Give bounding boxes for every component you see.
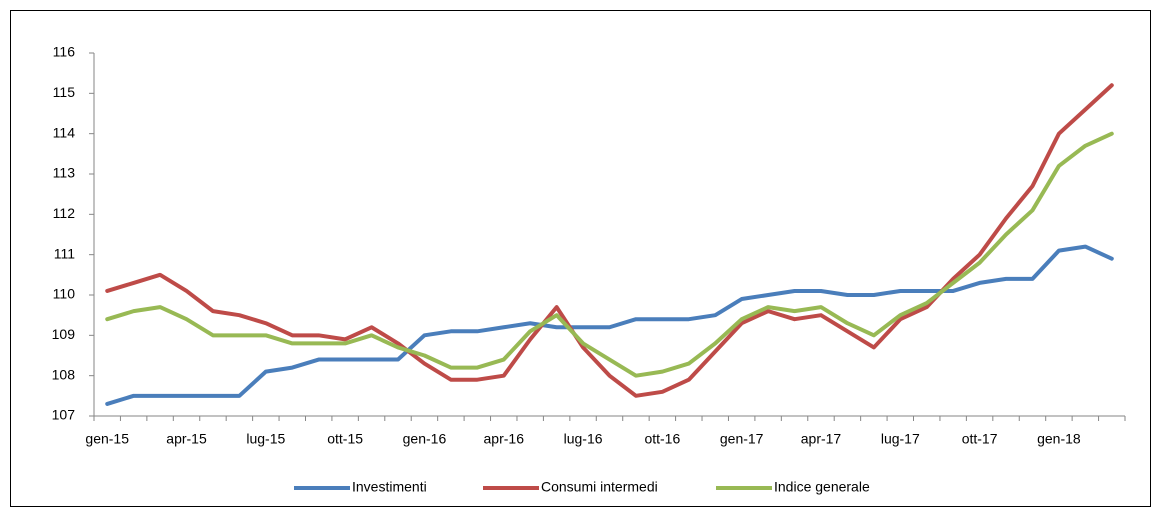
y-tick-label: 116 [53, 44, 76, 60]
y-tick-label: 110 [53, 286, 76, 302]
y-tick-label: 112 [53, 205, 76, 221]
x-tick-label: apr-15 [166, 431, 207, 447]
x-tick-label: lug-17 [881, 431, 920, 447]
legend-label: Consumi intermedi [541, 479, 658, 495]
x-tick-label: gen-17 [720, 431, 764, 447]
x-tick-label: lug-15 [246, 431, 285, 447]
y-tick-label: 114 [53, 124, 76, 140]
x-tick-label: apr-16 [484, 431, 525, 447]
x-tick-label: gen-15 [85, 431, 129, 447]
line-series [105, 131, 1114, 378]
legend-label: Investimenti [352, 479, 427, 495]
y-tick-label: 113 [53, 165, 76, 181]
y-tick-label: 108 [52, 366, 76, 382]
x-tick-label: ott-17 [962, 431, 998, 447]
legend-label: Indice generale [774, 479, 870, 495]
y-tick-label: 107 [52, 407, 76, 423]
x-tick-label: lug-16 [564, 431, 603, 447]
y-tick-label: 111 [54, 245, 75, 261]
x-tick-label: apr-17 [801, 431, 842, 447]
x-tick-label: ott-16 [644, 431, 680, 447]
x-tick-label: ott-15 [327, 431, 363, 447]
y-tick-label: 109 [52, 326, 76, 342]
chart-border [10, 10, 1151, 507]
x-tick-label: gen-16 [403, 431, 447, 447]
y-tick-label: 115 [53, 84, 76, 100]
x-tick-label: gen-18 [1037, 431, 1081, 447]
